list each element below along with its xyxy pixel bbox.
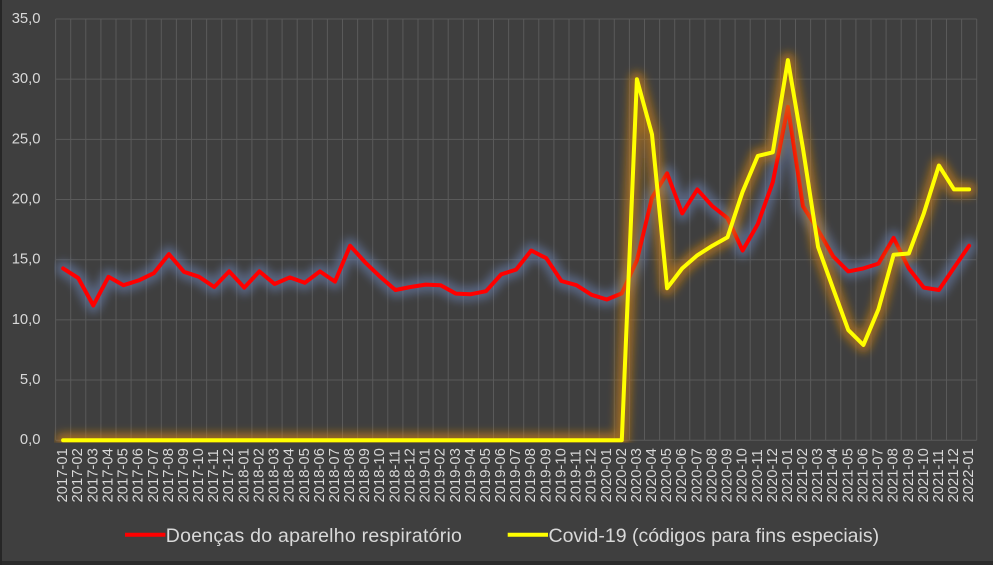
svg-text:2017-03: 2017-03 bbox=[85, 448, 101, 502]
svg-text:2019-11: 2019-11 bbox=[569, 449, 585, 502]
svg-text:2018-12: 2018-12 bbox=[403, 448, 419, 502]
svg-text:2017-06: 2017-06 bbox=[131, 448, 147, 502]
svg-text:2018-07: 2018-07 bbox=[327, 448, 343, 502]
svg-text:2019-04: 2019-04 bbox=[463, 448, 479, 502]
svg-text:2021-04: 2021-04 bbox=[825, 448, 841, 502]
svg-text:2021-05: 2021-05 bbox=[840, 448, 856, 502]
svg-text:2018-02: 2018-02 bbox=[251, 448, 267, 502]
svg-text:2017-08: 2017-08 bbox=[161, 448, 177, 502]
svg-text:10,0: 10,0 bbox=[12, 312, 41, 328]
svg-text:2018-03: 2018-03 bbox=[267, 448, 283, 502]
svg-text:2019-02: 2019-02 bbox=[433, 448, 449, 502]
svg-text:2021-12: 2021-12 bbox=[946, 448, 962, 502]
svg-text:2020-03: 2020-03 bbox=[629, 448, 645, 502]
svg-text:2017-09: 2017-09 bbox=[176, 448, 192, 502]
svg-text:2017-04: 2017-04 bbox=[101, 448, 117, 502]
svg-text:2020-12: 2020-12 bbox=[765, 448, 781, 502]
svg-text:2017-10: 2017-10 bbox=[191, 448, 207, 502]
svg-text:2020-10: 2020-10 bbox=[735, 448, 751, 502]
svg-text:2018-11: 2018-11 bbox=[387, 449, 403, 502]
svg-text:35,0: 35,0 bbox=[12, 11, 41, 27]
svg-text:2017-07: 2017-07 bbox=[146, 448, 162, 502]
svg-text:2019-10: 2019-10 bbox=[553, 448, 569, 502]
svg-text:2018-05: 2018-05 bbox=[297, 448, 313, 502]
svg-text:2021-10: 2021-10 bbox=[916, 448, 932, 502]
svg-text:2018-06: 2018-06 bbox=[312, 448, 328, 502]
svg-text:2018-10: 2018-10 bbox=[372, 448, 388, 502]
svg-text:2020-01: 2020-01 bbox=[599, 448, 615, 502]
svg-text:Doenças do aparelho respiratór: Doenças do aparelho respiratório bbox=[166, 525, 462, 547]
svg-text:2021-01: 2021-01 bbox=[780, 448, 796, 502]
svg-text:2017-11: 2017-11 bbox=[206, 449, 222, 502]
svg-text:2017-01: 2017-01 bbox=[55, 448, 71, 502]
svg-text:2019-01: 2019-01 bbox=[418, 448, 434, 502]
svg-text:2021-11: 2021-11 bbox=[931, 449, 947, 502]
svg-text:2017-12: 2017-12 bbox=[221, 448, 237, 502]
svg-text:2018-04: 2018-04 bbox=[282, 448, 298, 502]
svg-text:2020-02: 2020-02 bbox=[614, 448, 630, 502]
svg-text:2019-03: 2019-03 bbox=[448, 448, 464, 502]
svg-text:20,0: 20,0 bbox=[12, 192, 41, 208]
svg-text:2018-08: 2018-08 bbox=[342, 448, 358, 502]
svg-text:2020-08: 2020-08 bbox=[704, 448, 720, 502]
svg-text:2020-07: 2020-07 bbox=[689, 448, 705, 502]
svg-text:2022-01: 2022-01 bbox=[961, 448, 977, 502]
svg-text:2019-07: 2019-07 bbox=[508, 448, 524, 502]
svg-text:2020-09: 2020-09 bbox=[720, 448, 736, 502]
svg-text:2021-07: 2021-07 bbox=[871, 448, 887, 502]
svg-text:15,0: 15,0 bbox=[12, 252, 41, 268]
svg-text:2021-08: 2021-08 bbox=[886, 448, 902, 502]
svg-text:25,0: 25,0 bbox=[12, 131, 41, 147]
svg-text:2021-09: 2021-09 bbox=[901, 448, 917, 502]
svg-text:2020-06: 2020-06 bbox=[674, 448, 690, 502]
svg-text:2021-02: 2021-02 bbox=[795, 448, 811, 502]
svg-text:2021-06: 2021-06 bbox=[855, 448, 871, 502]
svg-text:5,0: 5,0 bbox=[20, 372, 41, 388]
svg-text:2019-06: 2019-06 bbox=[493, 448, 509, 502]
svg-text:Covid-19 (códigos para fins es: Covid-19 (códigos para fins especiais) bbox=[549, 525, 880, 547]
svg-text:2019-12: 2019-12 bbox=[584, 448, 600, 502]
svg-text:2019-08: 2019-08 bbox=[523, 448, 539, 502]
svg-text:2020-11: 2020-11 bbox=[750, 449, 766, 502]
svg-text:2017-02: 2017-02 bbox=[70, 448, 86, 502]
svg-text:2019-05: 2019-05 bbox=[478, 448, 494, 502]
svg-text:2018-01: 2018-01 bbox=[236, 448, 252, 502]
svg-text:2019-09: 2019-09 bbox=[538, 448, 554, 502]
svg-text:2020-04: 2020-04 bbox=[644, 448, 660, 502]
svg-text:0,0: 0,0 bbox=[20, 432, 41, 448]
svg-text:2018-09: 2018-09 bbox=[357, 448, 373, 502]
svg-text:2020-05: 2020-05 bbox=[659, 448, 675, 502]
svg-text:2021-03: 2021-03 bbox=[810, 448, 826, 502]
svg-text:30,0: 30,0 bbox=[12, 71, 41, 87]
svg-text:2017-05: 2017-05 bbox=[116, 448, 132, 502]
